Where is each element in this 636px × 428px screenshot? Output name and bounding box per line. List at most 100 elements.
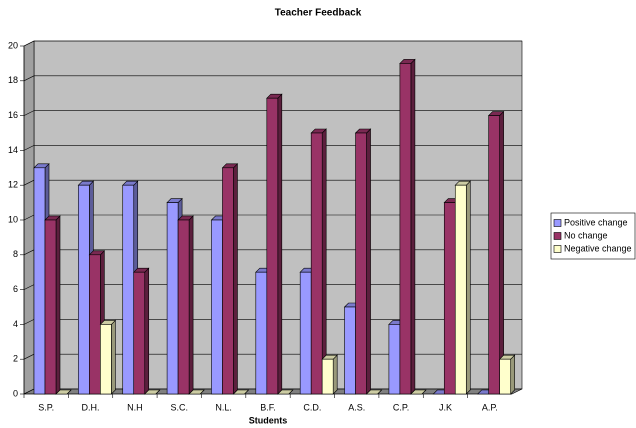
grid-line bbox=[23, 145, 35, 151]
bar-side bbox=[111, 319, 116, 395]
grid-line bbox=[23, 249, 35, 256]
bar-top bbox=[55, 389, 72, 395]
bar-front bbox=[388, 324, 401, 395]
bar-side bbox=[510, 354, 515, 395]
y-tick-label: 8 bbox=[13, 249, 18, 259]
bar-front bbox=[78, 184, 90, 395]
x-tick-label: S.P. bbox=[38, 402, 54, 412]
bar-front bbox=[100, 324, 112, 395]
x-tick-label: B.F. bbox=[260, 402, 276, 412]
bar-front bbox=[222, 167, 234, 395]
bar-front bbox=[399, 63, 412, 395]
bar-front bbox=[266, 97, 279, 395]
chart-title: Teacher Feedback bbox=[275, 8, 362, 19]
legend-swatch bbox=[553, 219, 562, 227]
legend-label: Negative change bbox=[564, 243, 632, 253]
grid-line bbox=[23, 179, 35, 186]
bar-side bbox=[55, 215, 61, 395]
bar bbox=[277, 389, 294, 395]
bar-front bbox=[299, 271, 312, 395]
bar-side bbox=[233, 163, 238, 395]
x-axis-label: Students bbox=[249, 415, 288, 425]
bar-front bbox=[133, 271, 146, 395]
bar bbox=[99, 319, 117, 395]
bar-side bbox=[321, 128, 327, 395]
grid-line bbox=[23, 388, 35, 395]
bar-top bbox=[144, 389, 161, 395]
y-tick-label: 2 bbox=[13, 354, 18, 364]
bar-front bbox=[122, 184, 135, 395]
grid-line bbox=[23, 75, 35, 82]
bar-side bbox=[499, 110, 504, 395]
bar-side bbox=[410, 58, 416, 395]
x-tick-label: D.H. bbox=[82, 402, 100, 412]
bar bbox=[454, 180, 471, 395]
bar-front bbox=[44, 219, 57, 395]
bar bbox=[177, 215, 194, 395]
bar-side bbox=[188, 215, 194, 395]
legend-swatch bbox=[553, 232, 562, 240]
bar-front bbox=[211, 219, 223, 395]
legend-box bbox=[550, 212, 636, 260]
x-tick-label: C.P. bbox=[393, 402, 409, 412]
bar-front bbox=[310, 132, 323, 395]
bar-front bbox=[177, 219, 190, 395]
bar-top bbox=[188, 389, 205, 395]
bar-top bbox=[277, 389, 294, 395]
bar-side bbox=[277, 93, 283, 395]
y-tick-label: 6 bbox=[13, 284, 18, 294]
x-tick-label: A.P. bbox=[482, 402, 498, 412]
bar bbox=[188, 389, 205, 395]
grid-line bbox=[23, 284, 35, 290]
y-tick-label: 14 bbox=[8, 145, 18, 155]
y-tick-label: 4 bbox=[13, 319, 18, 329]
grid-line bbox=[23, 214, 35, 221]
bar-front bbox=[166, 202, 179, 395]
bar bbox=[232, 389, 250, 395]
bar-front bbox=[255, 271, 268, 395]
bar bbox=[487, 110, 505, 395]
grid-line bbox=[23, 353, 35, 360]
bar-front bbox=[454, 184, 467, 395]
bar-front bbox=[344, 306, 356, 395]
bar-front bbox=[488, 115, 500, 395]
y-tick-label: 10 bbox=[8, 214, 18, 224]
bar-side bbox=[332, 354, 338, 395]
bar bbox=[354, 128, 372, 395]
x-tick-label: A.S. bbox=[348, 402, 365, 412]
bar-front bbox=[89, 254, 101, 395]
x-tick-label: N.H bbox=[127, 402, 143, 412]
bar-front bbox=[499, 358, 511, 395]
bar-top bbox=[365, 389, 383, 395]
bar-side bbox=[366, 128, 371, 395]
bar bbox=[399, 58, 416, 395]
bar-front bbox=[443, 202, 456, 395]
bar-front bbox=[321, 358, 334, 395]
bar-front bbox=[355, 132, 367, 395]
grid-line bbox=[23, 40, 35, 47]
bar bbox=[310, 128, 327, 395]
bar bbox=[144, 389, 161, 395]
x-tick-label: J.K bbox=[439, 402, 452, 412]
bar-side bbox=[465, 180, 471, 395]
legend-swatch bbox=[553, 245, 562, 253]
legend-label: Positive change bbox=[564, 217, 628, 227]
bar-front bbox=[33, 167, 46, 395]
grid-line bbox=[23, 110, 35, 116]
y-tick-label: 12 bbox=[8, 180, 18, 190]
legend-label: No change bbox=[564, 230, 608, 240]
x-tick-label: N.L. bbox=[215, 402, 232, 412]
bar-top bbox=[232, 389, 250, 395]
y-tick-label: 18 bbox=[8, 75, 18, 85]
x-tick-label: S.C. bbox=[171, 402, 189, 412]
y-tick-label: 20 bbox=[8, 40, 18, 50]
bar bbox=[365, 389, 383, 395]
bar bbox=[321, 354, 338, 395]
bar bbox=[221, 163, 239, 395]
bar bbox=[55, 389, 72, 395]
bar bbox=[266, 93, 283, 395]
bar bbox=[410, 389, 427, 395]
bar-top bbox=[410, 389, 427, 395]
grid-line bbox=[23, 319, 35, 325]
